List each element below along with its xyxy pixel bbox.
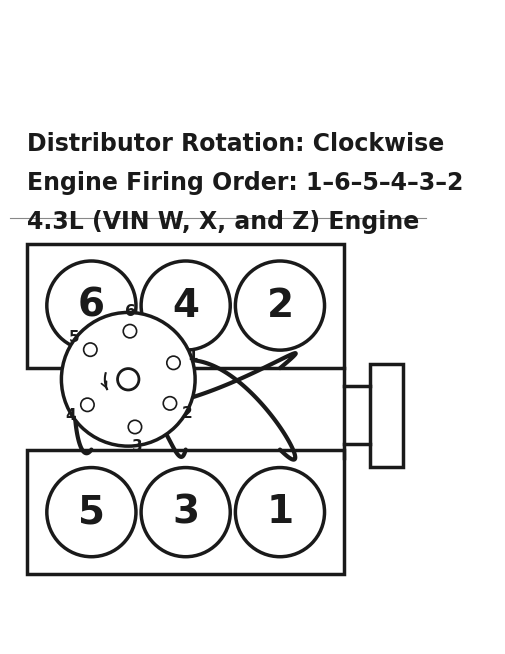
Circle shape [84,343,97,356]
Text: 3: 3 [132,439,143,455]
Text: 5: 5 [69,330,80,345]
Ellipse shape [47,468,136,557]
Ellipse shape [141,468,230,557]
Circle shape [62,313,195,446]
Text: 1: 1 [267,493,293,531]
Text: Engine Firing Order: 1–6–5–4–3–2: Engine Firing Order: 1–6–5–4–3–2 [27,171,464,195]
Text: 4.3L (VIN W, X, and Z) Engine: 4.3L (VIN W, X, and Z) Engine [27,209,419,233]
Bar [370,364,402,467]
Bar [27,244,344,368]
Circle shape [81,398,94,411]
Ellipse shape [235,261,325,350]
Text: 4: 4 [172,286,199,324]
Text: 5: 5 [78,493,105,531]
Text: 6: 6 [78,286,105,324]
Circle shape [123,324,137,338]
Circle shape [163,397,177,410]
Text: Distributor Rotation: Clockwise: Distributor Rotation: Clockwise [27,132,444,156]
Text: 1: 1 [187,349,197,364]
Circle shape [128,421,141,434]
Circle shape [118,369,139,390]
Text: 6: 6 [125,303,136,318]
Text: 3: 3 [172,493,199,531]
Ellipse shape [235,468,325,557]
Text: 2: 2 [267,286,293,324]
Ellipse shape [47,261,136,350]
Bar [27,449,344,574]
Text: 2: 2 [182,406,193,421]
Circle shape [167,356,180,370]
Text: 4: 4 [65,408,76,423]
Ellipse shape [141,261,230,350]
